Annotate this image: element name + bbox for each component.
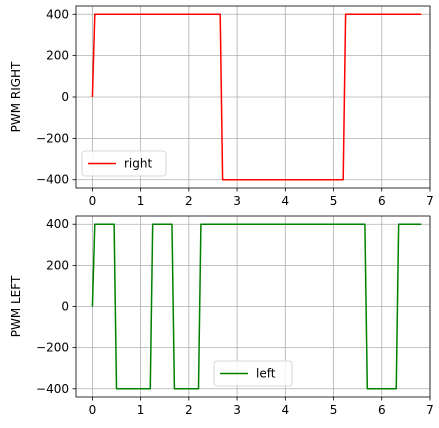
x-tick-label: 3 [233, 194, 241, 208]
y-tick-label: 200 [46, 49, 69, 63]
x-tick-label: 1 [137, 194, 145, 208]
y-tick-label: 400 [46, 7, 69, 21]
y-axis-label: PWM LEFT [9, 275, 23, 337]
y-tick-label: −400 [36, 382, 69, 396]
x-tick-label: 7 [426, 403, 434, 417]
legend-box [213, 360, 293, 387]
y-tick-label: −200 [36, 131, 69, 145]
series-line-left [91, 223, 422, 390]
chart-panel-1: 0 1 2 3 4 5 6 7 −400 −200 0 200 400 PWM RIGHT right [9, 5, 434, 208]
y-tick-label: 200 [46, 258, 69, 272]
y-tick-label: −400 [36, 173, 69, 187]
y-axis-label: PWM RIGHT [9, 61, 23, 132]
legend-label: left [256, 367, 276, 381]
legend: left [213, 360, 293, 387]
x-tick-label: 5 [330, 403, 338, 417]
x-tick-label: 4 [281, 194, 289, 208]
x-tick-label: 6 [378, 194, 386, 208]
x-tick-label: 2 [185, 403, 193, 417]
x-tick-label: 4 [281, 403, 289, 417]
x-tick-label: 7 [426, 194, 434, 208]
legend: right [81, 150, 167, 177]
x-tick-label: 0 [89, 403, 97, 417]
legend-label: right [124, 157, 152, 171]
y-tick-label: 0 [61, 90, 69, 104]
y-tick-label: 400 [46, 217, 69, 231]
y-tick-label: 0 [61, 300, 69, 314]
chart-panel-2: 0 1 2 3 4 5 6 7 −400 −200 0 200 400 PWM LEFT left [9, 215, 434, 417]
x-tick-label: 2 [185, 194, 193, 208]
x-tick-label: 1 [137, 403, 145, 417]
x-tick-label: 3 [233, 403, 241, 417]
series-line-right [91, 13, 422, 181]
x-tick-label: 6 [378, 403, 386, 417]
legend-box [81, 150, 167, 177]
y-tick-label: −200 [36, 341, 69, 355]
x-tick-label: 0 [89, 194, 97, 208]
x-tick-label: 5 [330, 194, 338, 208]
